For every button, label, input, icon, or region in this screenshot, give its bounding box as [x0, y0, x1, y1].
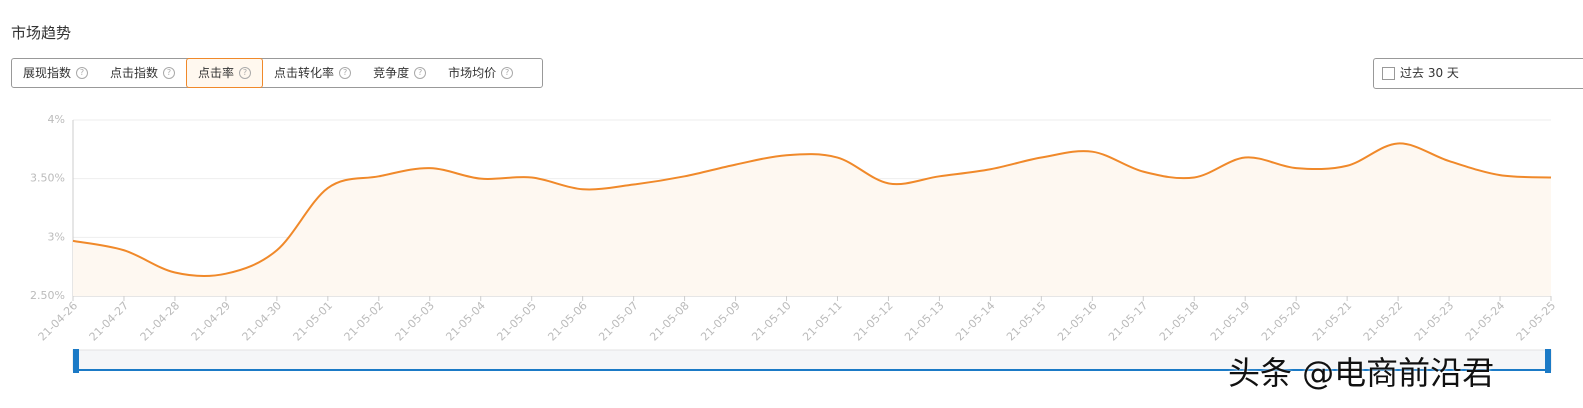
x-tick-label: 21-05-06 — [545, 299, 590, 344]
x-tick-label: 21-05-22 — [1361, 299, 1406, 344]
x-tick-label: 21-05-07 — [596, 299, 641, 344]
x-tick-label: 21-04-29 — [189, 299, 234, 344]
help-icon[interactable]: ? — [239, 67, 252, 79]
x-tick-label: 21-05-18 — [1157, 299, 1202, 344]
x-tick-label: 21-05-01 — [291, 299, 336, 344]
section-title: 市场趋势 — [11, 24, 72, 42]
tab-bar: 展现指数? 点击指数? 点击率? 点击转化率? 竞争度? 市场均价? — [11, 58, 543, 88]
x-tick-label: 21-04-26 — [36, 299, 81, 344]
y-tick-label: 3.50% — [30, 172, 65, 185]
x-tick-label: 21-05-10 — [749, 299, 794, 344]
x-tick-label: 21-05-05 — [494, 299, 539, 344]
x-tick-label: 21-04-30 — [240, 299, 285, 344]
help-icon[interactable]: ? — [501, 67, 514, 79]
x-tick-label: 21-05-20 — [1259, 299, 1304, 344]
x-tick-label: 21-05-03 — [392, 299, 437, 344]
x-tick-label: 21-05-19 — [1208, 299, 1253, 344]
x-tick-label: 21-05-16 — [1055, 299, 1100, 344]
x-tick-label: 21-05-17 — [1106, 299, 1151, 344]
help-icon[interactable]: ? — [339, 67, 352, 79]
x-tick-label: 21-04-27 — [87, 299, 132, 344]
date-selector[interactable]: 过去 30 天 — [1373, 58, 1583, 89]
y-tick-label: 3% — [48, 230, 65, 243]
help-icon[interactable]: ? — [76, 67, 89, 79]
x-tick-label: 21-05-15 — [1004, 299, 1049, 344]
tab[interactable]: 竞争度? — [362, 58, 437, 88]
zoom-handle[interactable] — [1545, 349, 1551, 373]
x-tick-label: 21-05-25 — [1514, 299, 1559, 344]
tab[interactable]: 点击率? — [186, 58, 264, 88]
tab-label: 展现指数 — [23, 66, 72, 80]
x-tick-label: 21-05-08 — [647, 299, 692, 344]
zoom-handle[interactable] — [73, 349, 79, 373]
x-tick-label: 21-05-23 — [1412, 299, 1457, 344]
x-tick-label: 21-05-09 — [698, 299, 743, 344]
tab[interactable]: 展现指数? — [12, 58, 99, 88]
x-tick-label: 21-05-21 — [1310, 299, 1355, 344]
tab-label: 点击指数 — [110, 66, 159, 80]
tab-label: 点击转化率 — [274, 66, 335, 80]
tab-label: 竞争度 — [373, 66, 410, 80]
help-icon[interactable]: ? — [163, 67, 176, 79]
x-tick-label: 21-05-12 — [851, 299, 896, 344]
tab-label: 市场均价 — [448, 66, 497, 80]
line — [72, 142, 1552, 277]
tab-label: 点击率 — [198, 66, 235, 80]
tab[interactable]: 点击转化率? — [263, 58, 362, 88]
x-tick-label: 21-05-02 — [342, 299, 387, 344]
x-tick-label: 21-05-14 — [953, 299, 998, 344]
help-icon[interactable]: ? — [414, 67, 427, 79]
y-tick-label: 2.50% — [30, 289, 65, 302]
tab[interactable]: 市场均价? — [437, 58, 524, 88]
tab[interactable]: 点击指数? — [99, 58, 186, 88]
y-tick-label: 4% — [48, 113, 65, 126]
x-tick-label: 21-04-28 — [138, 299, 183, 344]
area — [73, 143, 1551, 296]
x-tick-label: 21-05-13 — [902, 299, 947, 344]
x-tick-label: 21-05-11 — [800, 299, 845, 344]
x-tick-label: 21-05-04 — [443, 299, 488, 344]
x-tick-label: 21-05-24 — [1463, 299, 1508, 344]
watermark: 头条 @电商前沿君 — [1228, 354, 1495, 392]
